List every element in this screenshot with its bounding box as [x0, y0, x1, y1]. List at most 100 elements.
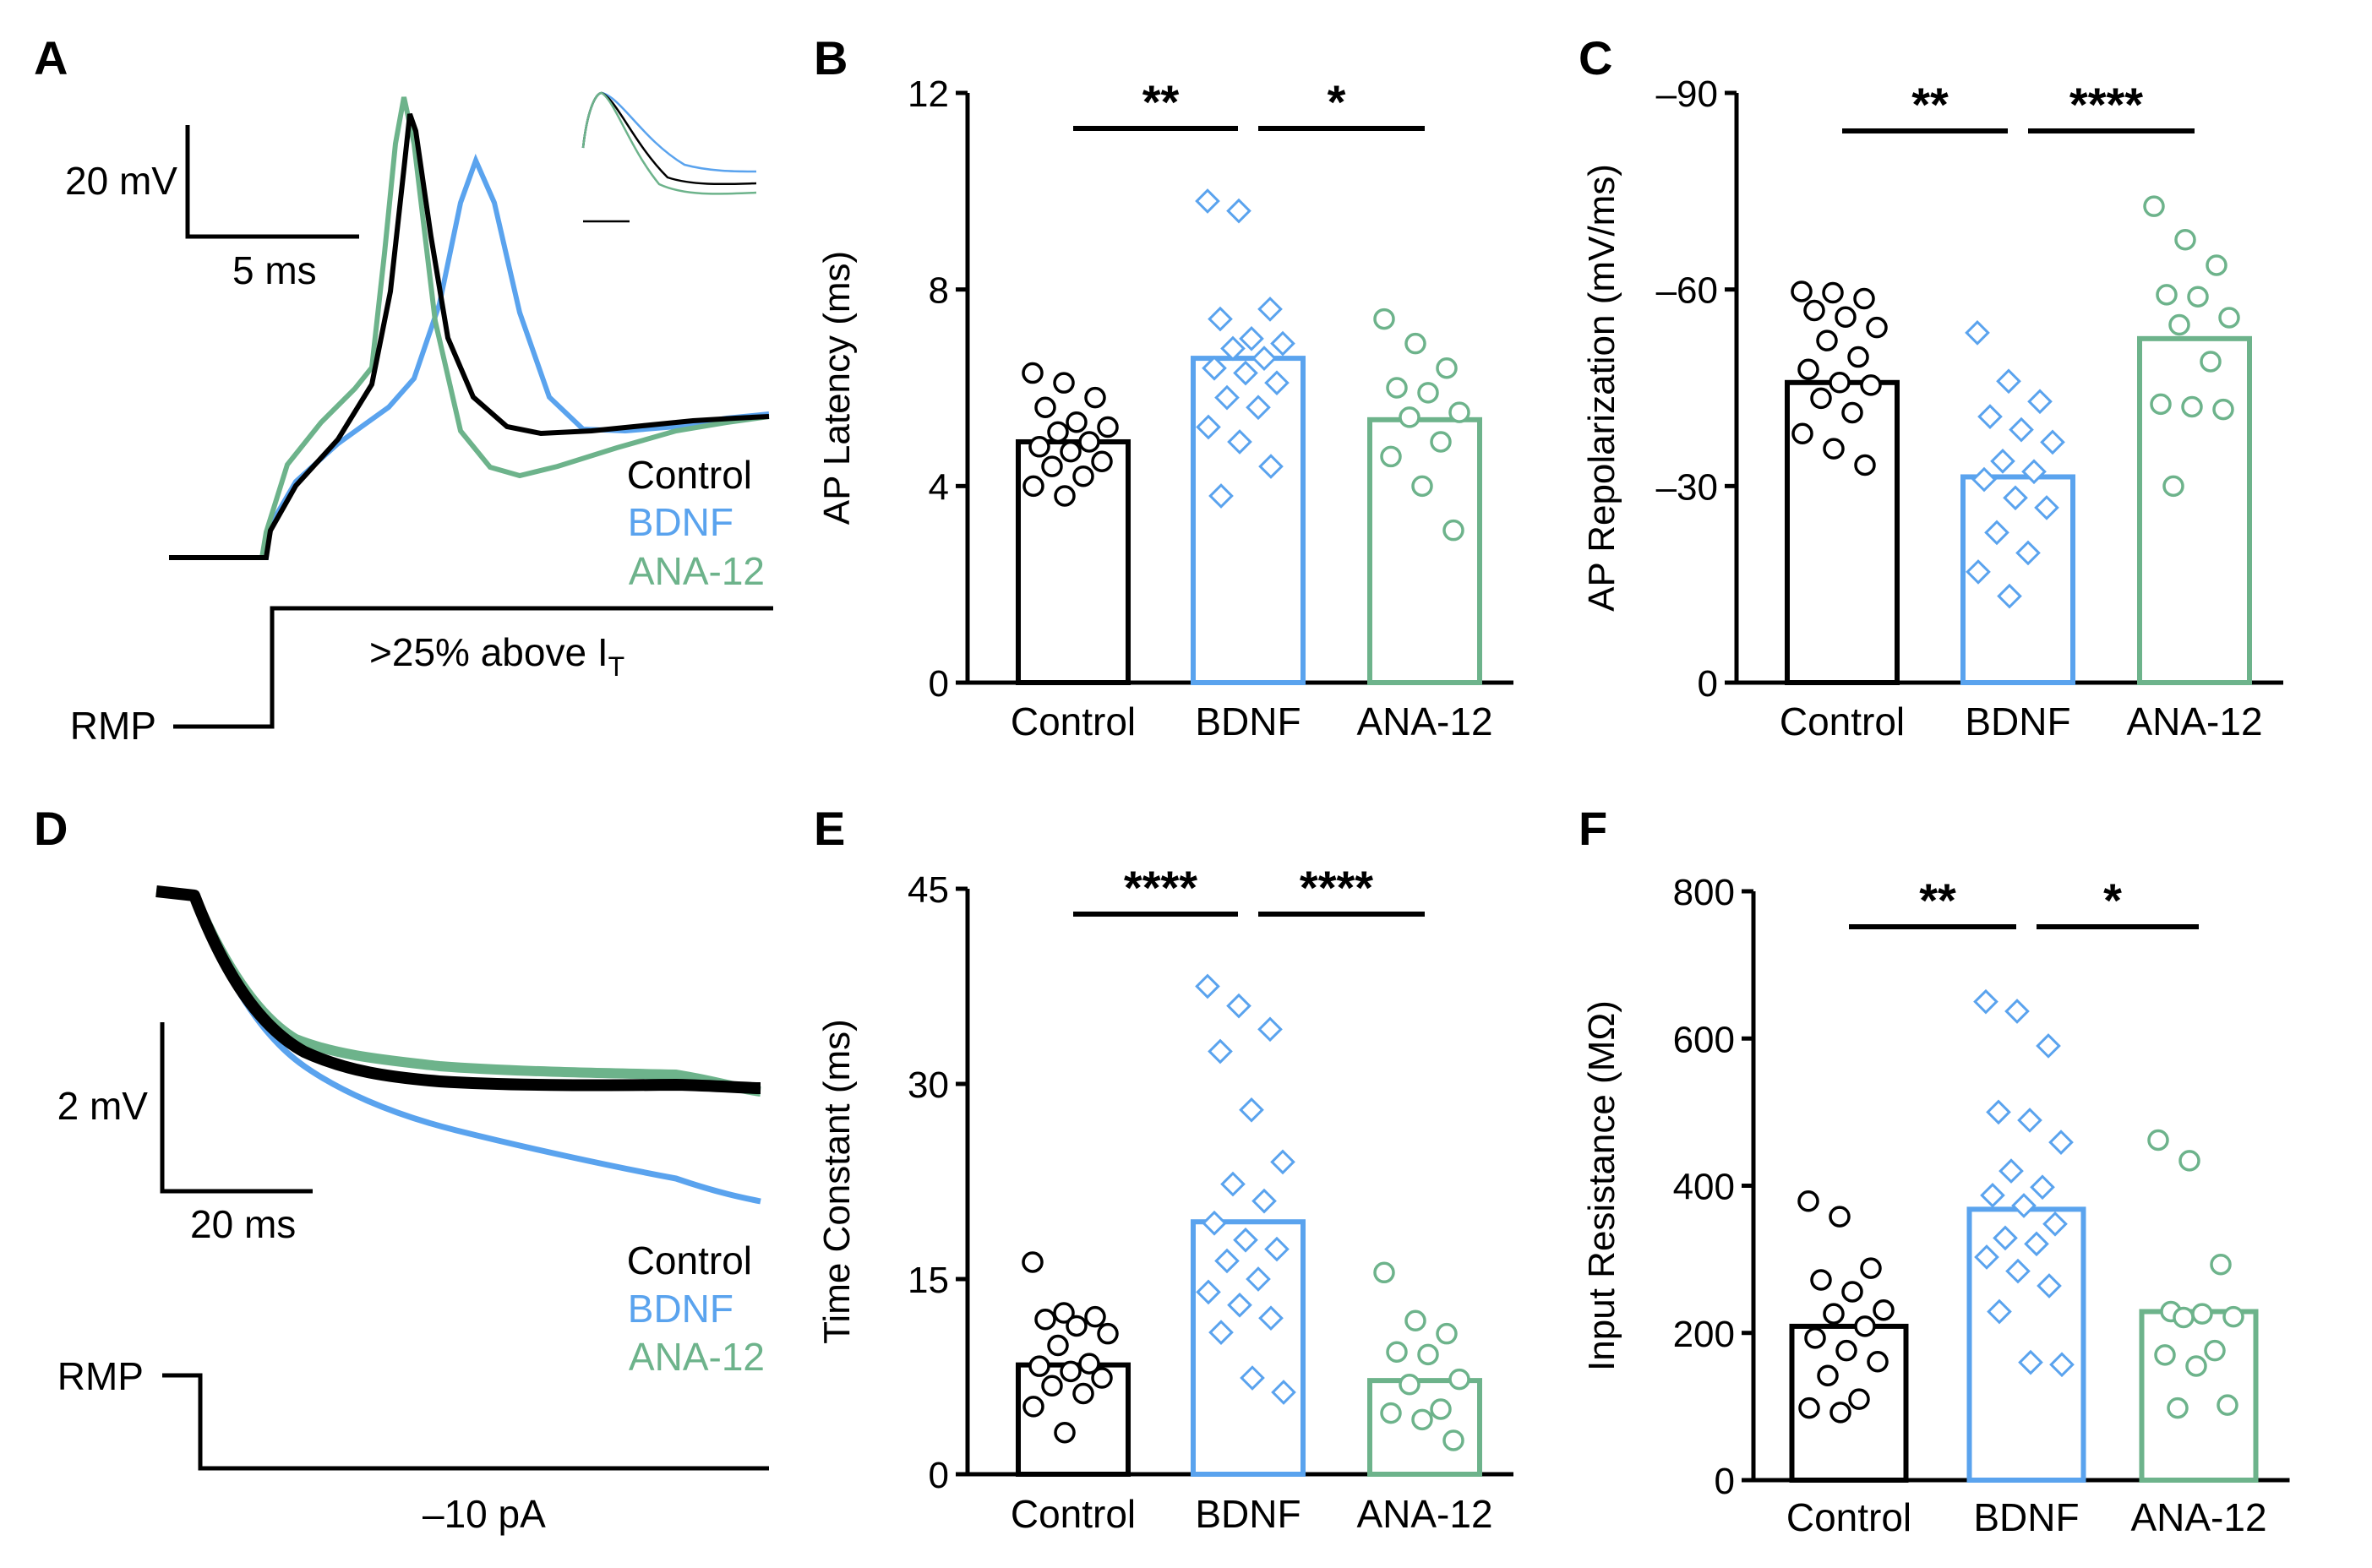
panel-b-point-ana12	[1386, 377, 1408, 399]
panel-e-point-control	[1022, 1251, 1044, 1273]
panel-c-point-control	[1829, 372, 1851, 394]
panel-f-point-ana12	[2167, 1396, 2189, 1419]
panel-f-point-bdnf	[2024, 1231, 2049, 1257]
panel-e-ytick-label: 0	[929, 1455, 949, 1496]
panel-a-traces	[169, 91, 770, 560]
panel-e-point-bdnf	[1270, 1149, 1295, 1175]
panel-b-point-bdnf	[1226, 198, 1251, 224]
panel-c-point-control	[1816, 329, 1838, 351]
panel-b-point-bdnf	[1233, 360, 1258, 386]
panel-c-ytick-label: –30	[1656, 466, 1718, 508]
panel-f-point-control	[1873, 1298, 1895, 1321]
panel-e-label: E	[814, 802, 845, 855]
panel-c-bar-bdnf	[1960, 474, 2075, 686]
panel-b-point-control	[1053, 372, 1075, 394]
panel-f-ytick-label: 600	[1673, 1019, 1735, 1060]
panel-e-category-label-bdnf: BDNF	[1195, 1492, 1301, 1536]
panel-f-bar-control	[1789, 1323, 1909, 1483]
panel-e-category-label-ana12: ANA-12	[1356, 1492, 1492, 1536]
panel-f-sig-label: *	[2103, 874, 2122, 927]
panel-b-point-control	[1084, 386, 1106, 409]
panel-a-rmp-label: RMP	[70, 704, 156, 748]
panel-e-point-control	[1041, 1375, 1063, 1397]
panel-c-point-control	[1854, 454, 1876, 476]
panel-c-ytick-label: –90	[1656, 74, 1718, 115]
panel-e-point-control	[1078, 1353, 1100, 1375]
panel-f-point-bdnf	[1987, 1298, 2012, 1325]
panel-e-point-ana12	[1430, 1398, 1452, 1420]
panel-c-point-control	[1803, 299, 1825, 322]
panel-e-point-control	[1053, 1302, 1075, 1324]
panel-c-point-bdnf	[2021, 459, 2047, 485]
panel-b-point-ana12	[1430, 431, 1452, 453]
panel-f-point-bdnf	[2036, 1033, 2061, 1059]
panel-c-category-label-control: Control	[1780, 700, 1905, 743]
panel-c-point-bdnf	[2009, 416, 2034, 443]
panel-b-point-control	[1097, 416, 1119, 438]
panel-f-point-control	[1848, 1388, 1870, 1410]
panel-e-point-control	[1060, 1360, 1082, 1383]
panel-c-sig-label: ****	[2069, 78, 2143, 131]
panel-b-ytick-label: 8	[929, 270, 949, 312]
panel-f-point-control	[1860, 1257, 1882, 1279]
panel-b-point-ana12	[1373, 308, 1395, 330]
panel-f-point-ana12	[2210, 1253, 2232, 1276]
panel-d-stimulus: RMP –10 pA	[57, 1354, 769, 1536]
panel-e-point-control	[1047, 1334, 1069, 1357]
panel-a-stim-text: >25% above I	[369, 630, 608, 674]
panel-c-point-bdnf	[1997, 583, 2022, 609]
panel-c-chart: C 0 –30 –60 –90 AP Repolarization (mV/ms) Con…	[1579, 31, 2283, 743]
panel-b-point-bdnf	[1196, 414, 1221, 440]
panel-e-bar-bdnf	[1191, 1219, 1306, 1477]
panel-e-ytick-label: 45	[908, 869, 949, 911]
panel-b-point-control	[1034, 396, 1056, 419]
panel-c-point-bdnf	[1990, 449, 2015, 474]
panel-f-bar-ana12	[2139, 1309, 2259, 1484]
panel-a-inset-trace-ana12	[581, 91, 757, 195]
panel-c-point-control	[1866, 316, 1888, 339]
panel-a-trace-bdnf	[169, 153, 770, 560]
panel-e-point-control	[1066, 1315, 1088, 1337]
panel-a-stimulus-step	[173, 606, 773, 729]
panel-e-chart: E 0 15 30 45 Time Constant (ms) Control BDNF AN…	[814, 802, 1513, 1536]
panel-b-point-control	[1078, 431, 1100, 453]
panel-d-scalebar: 2 mV 20 ms	[57, 1022, 313, 1246]
panel-f-ytick-label: 200	[1673, 1314, 1735, 1355]
panel-c-point-control	[1860, 374, 1882, 396]
panel-e-point-control	[1084, 1305, 1106, 1328]
panel-c-ytick-label: 0	[1698, 663, 1718, 705]
panel-f-point-ana12	[2217, 1394, 2238, 1416]
panel-c-point-bdnf	[2040, 429, 2065, 455]
panel-b-point-bdnf	[1257, 297, 1283, 322]
panel-b-point-control	[1072, 465, 1094, 487]
panel-e-ytick-label: 30	[908, 1064, 949, 1106]
panel-a-inset-trace-bdnf	[581, 91, 757, 173]
panel-c-point-bdnf	[2027, 389, 2053, 415]
panel-a-legend-bdnf: BDNF	[628, 500, 733, 544]
panel-f-point-bdnf	[1998, 1158, 2024, 1184]
panel-f-point-bdnf	[2017, 1108, 2042, 1133]
panel-b-point-bdnf	[1195, 188, 1220, 214]
panel-e-point-control	[1097, 1322, 1119, 1345]
panel-b-ytick-label: 4	[929, 466, 949, 508]
panel-d-scale-voltage: 2 mV	[57, 1084, 149, 1128]
panel-e-point-bdnf	[1195, 973, 1220, 999]
panel-b-point-ana12	[1380, 445, 1402, 468]
panel-e-point-bdnf	[1196, 1279, 1221, 1305]
panel-e-point-ana12	[1417, 1343, 1439, 1366]
panel-b-point-control	[1028, 436, 1050, 458]
panel-b-category-label-control: Control	[1011, 700, 1136, 743]
panel-e-point-bdnf	[1264, 1236, 1290, 1262]
panel-e-bar-ana12	[1367, 1378, 1482, 1477]
panel-f-category-label-control: Control	[1786, 1495, 1911, 1539]
panel-f-point-bdnf	[2042, 1211, 2068, 1237]
panel-f-point-bdnf	[1993, 1225, 2018, 1251]
panel-f-ytick-label: 400	[1673, 1167, 1735, 1208]
panel-c-point-control	[1847, 346, 1869, 368]
panel-c-point-bdnf	[2003, 485, 2028, 511]
panel-f-ylabel: Input Resistance (MΩ)	[1581, 1000, 1622, 1371]
panel-b-point-bdnf	[1251, 346, 1277, 371]
panel-c-point-ana12	[2150, 393, 2172, 416]
panel-b-point-bdnf	[1270, 330, 1295, 357]
